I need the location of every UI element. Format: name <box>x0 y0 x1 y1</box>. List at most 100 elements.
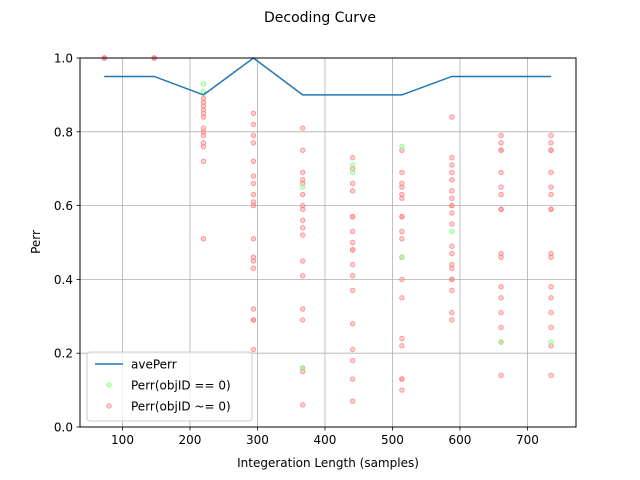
scatter-point-objid-nonzero <box>349 180 356 187</box>
scatter-point-objid-nonzero <box>548 147 554 153</box>
scatter-point-objid-nonzero <box>498 284 504 290</box>
scatter-point-objid-nonzero <box>548 184 554 190</box>
x-tick-label: 300 <box>246 433 269 447</box>
scatter-point-objid-nonzero <box>399 195 405 201</box>
scatter-point-objid-nonzero <box>399 295 405 301</box>
scatter-point-objid-nonzero <box>250 265 257 272</box>
scatter-point-objid-nonzero <box>200 132 207 139</box>
scatter-point-objid-nonzero <box>200 125 207 131</box>
scatter-point-objid-nonzero <box>349 261 356 268</box>
x-tick-label: 200 <box>179 433 202 447</box>
x-tick-label: 700 <box>516 433 539 447</box>
scatter-point-objid-nonzero <box>200 106 207 113</box>
scatter-point-objid-nonzero <box>498 324 504 331</box>
y-tick-label: 1.0 <box>54 52 73 66</box>
scatter-point-objid-nonzero <box>449 154 455 161</box>
scatter-point-objid-nonzero <box>548 372 554 379</box>
scatter-point-objid-nonzero <box>349 154 356 161</box>
scatter-point-objid-nonzero <box>399 343 405 349</box>
scatter-point-objid-nonzero <box>449 114 455 120</box>
scatter-point-objid-nonzero <box>498 191 504 198</box>
scatter-point-objid-nonzero <box>399 276 405 283</box>
scatter-point-objid-nonzero <box>299 258 306 264</box>
scatter-point-objid-nonzero <box>449 243 455 249</box>
scatter-point-objid-nonzero <box>299 125 306 131</box>
axis-ticks: 100 200 300 400 500 600 700 0.0 0.2 0.4 0.6 0.8 1.0 <box>54 52 539 448</box>
scatter-point-objid-nonzero <box>299 147 306 153</box>
scatter-point-objid-nonzero <box>449 202 455 209</box>
scatter-point-objid-nonzero <box>399 169 405 176</box>
scatter-point-objid-nonzero <box>349 287 356 294</box>
y-tick-label: 0.0 <box>54 421 73 435</box>
scatter-point-objid-nonzero <box>349 357 356 364</box>
scatter-point-objid-nonzero <box>399 213 405 220</box>
scatter-point-objid-nonzero <box>449 287 455 294</box>
legend-swatch-marker <box>106 403 112 409</box>
scatter-point-objid-nonzero <box>548 191 554 198</box>
scatter-point-objid-nonzero <box>299 317 306 323</box>
scatter-point-objid-nonzero <box>548 254 554 260</box>
scatter-point-objid-zero <box>200 81 207 87</box>
scatter-point-objid-nonzero <box>250 180 257 187</box>
scatter-point-objid-nonzero <box>349 188 356 194</box>
scatter-point-objid-nonzero <box>548 206 554 212</box>
plot-frame <box>79 57 577 428</box>
scatter-point-objid-nonzero <box>349 239 356 246</box>
scatter-point-objid-nonzero <box>250 199 257 205</box>
scatter-point-objid-nonzero <box>498 254 504 260</box>
scatter-point-objid-nonzero <box>399 376 405 382</box>
y-tick-label: 0.8 <box>54 125 73 139</box>
scatter-point-objid-nonzero <box>349 346 356 353</box>
scatter-point-objid-nonzero <box>498 206 504 212</box>
scatter-point-objid-nonzero <box>250 158 257 165</box>
scatter-point-objid-nonzero <box>299 273 306 279</box>
scatter-point-objid-nonzero <box>299 368 306 375</box>
aveperr-line <box>104 57 552 96</box>
scatter-point-objid-nonzero <box>548 324 554 331</box>
scatter-point-objid-nonzero <box>399 236 405 242</box>
scatter-point-objid-nonzero <box>349 376 356 382</box>
scatter-point-objid-nonzero <box>200 110 207 117</box>
scatter-point-objid-nonzero <box>299 206 306 212</box>
scatter-point-objid-nonzero <box>449 188 455 194</box>
scatter-point-objid-zero <box>200 88 207 94</box>
scatter-point-objid-nonzero <box>250 258 257 264</box>
scatter-point-objid-nonzero <box>299 180 306 187</box>
scatter-point-objid-zero <box>299 184 306 190</box>
scatter-point-objid-nonzero <box>200 236 207 242</box>
scatter-point-objid-nonzero <box>299 202 306 209</box>
scatter-point-objid-nonzero <box>299 225 306 231</box>
scatter-point-objid-zero <box>349 162 356 168</box>
scatter-point-objid-nonzero <box>299 169 306 176</box>
scatter-point-objid-nonzero <box>250 306 257 312</box>
data-series <box>101 55 554 408</box>
scatter-point-objid-nonzero <box>548 309 554 316</box>
scatter-point-objid-nonzero <box>548 250 554 257</box>
x-tick-label: 400 <box>314 433 337 447</box>
scatter-point-objid-nonzero <box>449 162 455 168</box>
scatter-point-objid-nonzero <box>200 114 207 120</box>
scatter-point-objid-nonzero <box>498 309 504 316</box>
scatter-point-objid-nonzero <box>349 398 356 404</box>
scatter-point-objid-nonzero <box>449 210 455 216</box>
scatter-point-objid-nonzero <box>548 132 554 139</box>
scatter-point-objid-nonzero <box>498 132 504 139</box>
scatter-point-objid-nonzero <box>498 169 504 176</box>
scatter-point-objid-nonzero <box>449 250 455 257</box>
scatter-point-objid-nonzero <box>250 254 257 260</box>
scatter-point-objid-nonzero <box>498 184 504 190</box>
scatter-point-objid-zero <box>399 143 405 150</box>
scatter-point-objid-nonzero <box>250 236 257 242</box>
scatter-point-objid-nonzero <box>250 121 257 128</box>
scatter-point-objid-nonzero <box>449 265 455 272</box>
scatter-point-objid-nonzero <box>349 247 356 253</box>
scatter-point-objid-nonzero <box>349 166 356 172</box>
scatter-point-objid-nonzero <box>548 343 554 349</box>
x-axis-label: Integeration Length (samples) <box>237 456 419 470</box>
scatter-point-objid-nonzero <box>498 147 504 153</box>
scatter-point-objid-nonzero <box>200 129 207 135</box>
scatter-point-objid-zero <box>548 339 554 345</box>
scatter-point-objid-nonzero <box>449 261 455 268</box>
legend-entry-label: Perr(objID == 0) <box>131 379 231 393</box>
scatter-point-objid-nonzero <box>299 306 306 312</box>
